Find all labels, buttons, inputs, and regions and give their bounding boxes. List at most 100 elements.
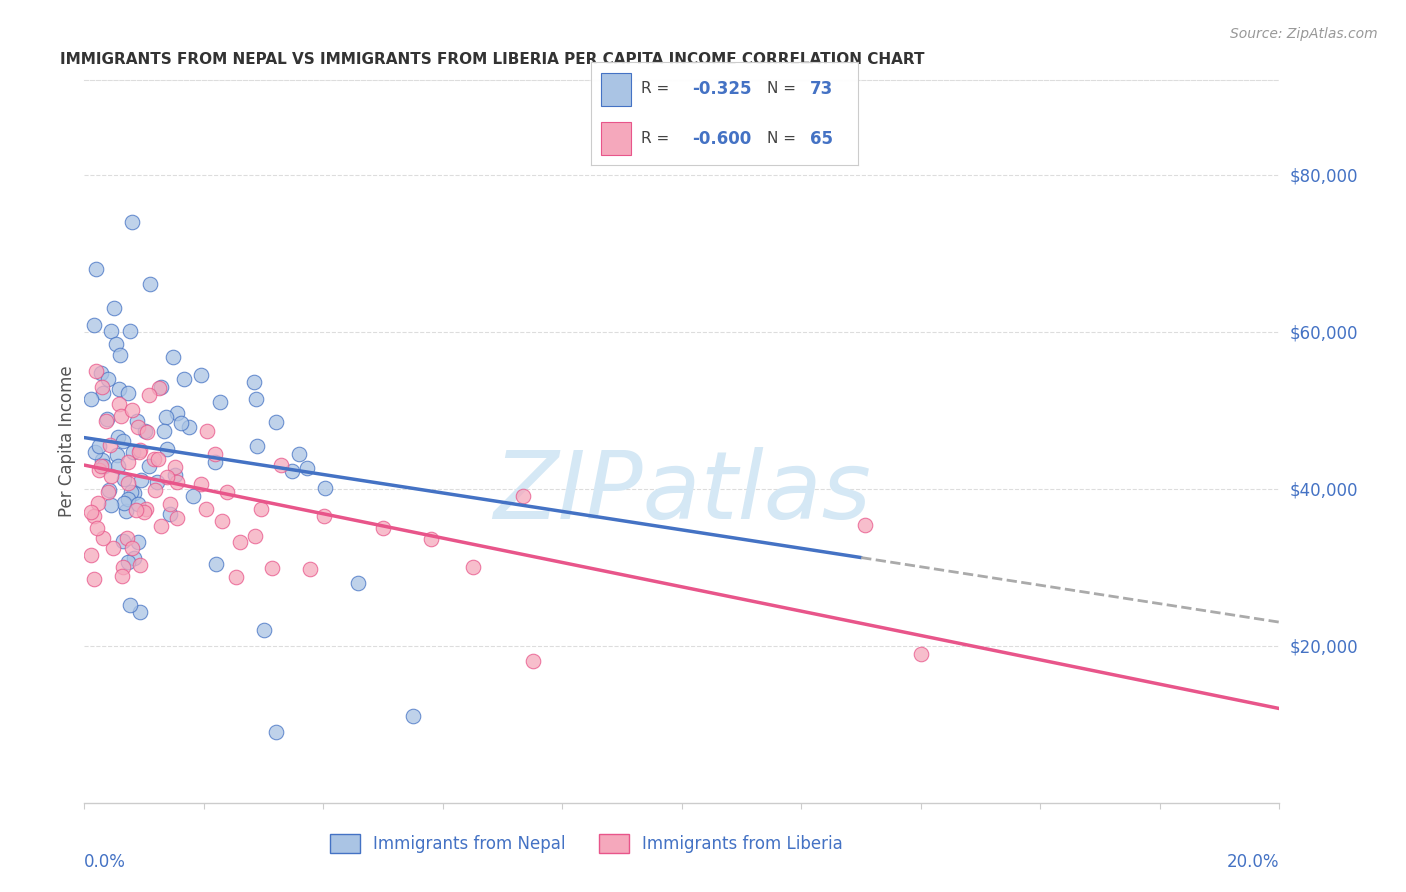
Point [86,364,108,378]
Point [522,655,544,669]
Point [297,461,319,475]
Point [264,725,287,739]
Point [96,414,118,428]
Point [117,385,139,400]
Text: Source: ZipAtlas.com: Source: ZipAtlas.com [1230,27,1378,41]
Point [166,406,188,420]
Point [107,382,129,396]
Point [131,473,153,487]
Point [91,386,114,401]
Point [146,451,169,466]
FancyBboxPatch shape [602,73,630,105]
Point [115,531,138,545]
Point [135,502,157,516]
Text: R =: R = [641,131,669,146]
Point [96,372,118,386]
Point [93,458,115,473]
Point [211,514,233,528]
Point [121,445,143,459]
Point [266,415,288,429]
Point [120,485,142,500]
Point [195,501,218,516]
Point [132,505,155,519]
Point [97,484,120,499]
Point [173,372,195,386]
Point [127,534,149,549]
Point [87,439,110,453]
Point [97,483,120,497]
Point [314,508,336,523]
Point [127,497,149,511]
Point [128,445,150,459]
Point [96,412,118,426]
Point [204,447,226,461]
Point [111,569,134,583]
Point [104,337,127,351]
Point [117,455,139,469]
Text: 0.0%: 0.0% [84,854,127,871]
Text: -0.600: -0.600 [692,130,751,148]
Point [190,368,212,383]
Point [143,452,166,467]
Point [122,485,145,500]
Point [121,541,143,556]
Point [80,505,103,519]
Point [125,503,148,517]
Point [110,409,132,424]
Point [314,482,336,496]
Point [170,416,193,430]
Point [402,709,425,723]
Point [162,350,184,364]
Point [111,560,134,574]
Point [129,442,152,457]
Point [98,438,121,452]
Point [253,623,276,637]
Point [86,261,108,276]
Point [148,381,170,395]
Point [288,447,311,461]
Point [117,491,139,506]
Point [215,485,238,500]
Point [853,518,876,533]
Point [103,301,125,315]
Point [80,392,103,407]
FancyBboxPatch shape [602,122,630,155]
Point [281,464,304,478]
Point [112,472,135,486]
Point [100,468,122,483]
Point [165,467,187,482]
Point [117,555,139,569]
Point [155,410,177,425]
Point [156,442,179,456]
Point [190,477,212,491]
Point [249,501,271,516]
Point [270,458,292,472]
Point [86,521,108,535]
Point [156,470,179,484]
Point [205,557,228,571]
Point [90,458,112,473]
Point [118,324,141,338]
Point [83,572,105,586]
Point [152,424,174,438]
Point [166,511,188,525]
Point [128,558,150,573]
Point [138,388,160,402]
Point [347,576,370,591]
Y-axis label: Per Capita Income: Per Capita Income [58,366,76,517]
Point [246,439,269,453]
Point [134,425,156,439]
Point [179,420,201,434]
Point [114,504,136,518]
Point [100,324,122,338]
Text: R =: R = [641,81,669,96]
Point [159,508,181,522]
Point [101,541,124,555]
Point [107,458,129,473]
Legend: Immigrants from Nepal, Immigrants from Liberia: Immigrants from Nepal, Immigrants from L… [323,827,849,860]
Point [243,529,266,543]
Point [117,475,139,490]
Text: 73: 73 [810,79,832,97]
Point [83,318,105,333]
Point [90,366,112,380]
